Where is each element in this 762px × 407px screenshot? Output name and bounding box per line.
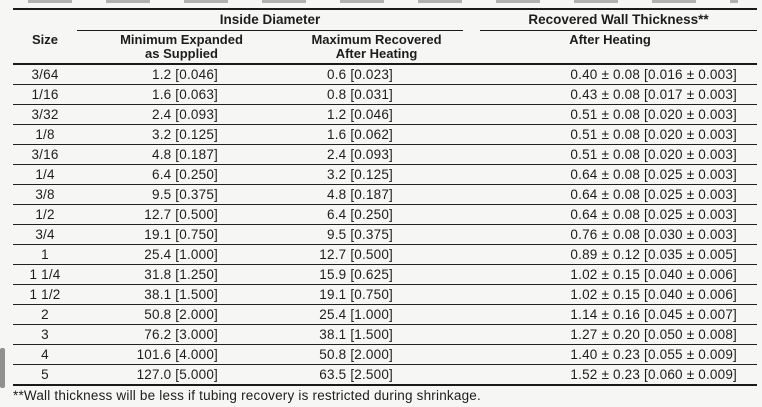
tubing-dimensions-table: Inside Diameter Recovered Wall Thickness… (13, 8, 758, 386)
wall-thickness-cell: 1.52 ± 0.23 [0.060 ± 0.009] (463, 364, 758, 386)
max-recovered-cell: 12.7 [0.500] (270, 244, 464, 265)
min-expanded-cell: 19.1 [0.750] (77, 224, 270, 245)
wall-thickness-cell: 1.02 ± 0.15 [0.040 ± 0.006] (463, 284, 758, 305)
wall-thickness-cell: 1.40 ± 0.23 [0.055 ± 0.009] (463, 344, 758, 365)
table-body: 3/64 1.2 [0.046] 0.6 [0.023] 0.40 ± 0.08… (13, 64, 758, 386)
table-row: 1/8 3.2 [0.125] 1.6 [0.062] 0.51 ± 0.08 … (13, 124, 758, 145)
wall-thickness-footnote: **Wall thickness will be less if tubing … (13, 388, 481, 403)
max-recovered-cell: 9.5 [0.375] (270, 224, 464, 245)
max-recovered-cell: 19.1 [0.750] (270, 284, 464, 305)
table-row: 3/32 2.4 [0.093] 1.2 [0.046] 0.51 ± 0.08… (13, 104, 758, 125)
size-group-spacer (13, 9, 77, 31)
wall-thickness-cell: 0.51 ± 0.08 [0.020 ± 0.003] (463, 124, 758, 145)
wall-thickness-cell: 0.64 ± 0.08 [0.025 ± 0.003] (463, 204, 758, 225)
min-expanded-column-header: Minimum Expanded as Supplied (77, 31, 270, 65)
size-cell: 2 (13, 304, 77, 325)
min-expanded-cell: 9.5 [0.375] (77, 184, 270, 205)
size-cell: 1 1/4 (13, 264, 77, 285)
size-cell: 1/8 (13, 124, 77, 145)
wall-thickness-cell: 0.40 ± 0.08 [0.016 ± 0.003] (463, 64, 758, 85)
size-cell: 5 (13, 364, 77, 386)
column-header-row: Size Minimum Expanded as Supplied Maximu… (13, 31, 758, 65)
max-recovered-cell: 0.8 [0.031] (270, 84, 464, 105)
table-row: 3 76.2 [3.000] 38.1 [1.500] 1.27 ± 0.20 … (13, 324, 758, 345)
table-row: 3/64 1.2 [0.046] 0.6 [0.023] 0.40 ± 0.08… (13, 64, 758, 85)
table-row: 1 1/2 38.1 [1.500] 19.1 [0.750] 1.02 ± 0… (13, 284, 758, 305)
table-row: 1 1/4 31.8 [1.250] 15.9 [0.625] 1.02 ± 0… (13, 264, 758, 285)
size-cell: 3/8 (13, 184, 77, 205)
size-cell: 3 (13, 324, 77, 345)
size-cell: 1/16 (13, 84, 77, 105)
min-expanded-cell: 101.6 [4.000] (77, 344, 270, 365)
max-recovered-cell: 4.8 [0.187] (270, 184, 464, 205)
max-recovered-cell: 15.9 [0.625] (270, 264, 464, 285)
min-expanded-cell: 31.8 [1.250] (77, 264, 270, 285)
wall-thickness-cell: 0.64 ± 0.08 [0.025 ± 0.003] (463, 184, 758, 205)
wall-thickness-cell: 0.89 ± 0.12 [0.035 ± 0.005] (463, 244, 758, 265)
size-cell: 4 (13, 344, 77, 365)
min-expanded-cell: 12.7 [0.500] (77, 204, 270, 225)
max-recovered-cell: 2.4 [0.093] (270, 144, 464, 165)
column-group-row: Inside Diameter Recovered Wall Thickness… (13, 9, 758, 31)
size-cell: 1 (13, 244, 77, 265)
scan-artifact-line (28, 0, 738, 3)
inside-diameter-group-label: Inside Diameter (77, 10, 464, 31)
size-cell: 3/4 (13, 224, 77, 245)
max-recovered-cell: 63.5 [2.500] (270, 364, 464, 386)
size-cell: 1 1/2 (13, 284, 77, 305)
min-expanded-cell: 76.2 [3.000] (77, 324, 270, 345)
scan-artifact-smudge (0, 348, 5, 388)
table-row: 5 127.0 [5.000] 63.5 [2.500] 1.52 ± 0.23… (13, 364, 758, 386)
min-expanded-cell: 1.6 [0.063] (77, 84, 270, 105)
wall-thickness-cell: 0.76 ± 0.08 [0.030 ± 0.003] (463, 224, 758, 245)
max-recovered-cell: 50.8 [2.000] (270, 344, 464, 365)
wall-thickness-cell: 0.51 ± 0.08 [0.020 ± 0.003] (463, 144, 758, 165)
table-row: 1/2 12.7 [0.500] 6.4 [0.250] 0.64 ± 0.08… (13, 204, 758, 225)
table-row: 3/16 4.8 [0.187] 2.4 [0.093] 0.51 ± 0.08… (13, 144, 758, 165)
size-cell: 3/64 (13, 64, 77, 85)
table-row: 4 101.6 [4.000] 50.8 [2.000] 1.40 ± 0.23… (13, 344, 758, 365)
wall-thickness-cell: 0.51 ± 0.08 [0.020 ± 0.003] (463, 104, 758, 125)
wall-thickness-cell: 1.14 ± 0.16 [0.045 ± 0.007] (463, 304, 758, 325)
min-expanded-cell: 6.4 [0.250] (77, 164, 270, 185)
wall-thickness-cell: 0.43 ± 0.08 [0.017 ± 0.003] (463, 84, 758, 105)
wall-thickness-cell: 0.64 ± 0.08 [0.025 ± 0.003] (463, 164, 758, 185)
max-recovered-cell: 1.6 [0.062] (270, 124, 464, 145)
min-expanded-cell: 1.2 [0.046] (77, 64, 270, 85)
size-cell: 3/32 (13, 104, 77, 125)
recovered-wall-thickness-group-header: Recovered Wall Thickness** (463, 9, 758, 31)
recovered-wall-thickness-group-label: Recovered Wall Thickness** (480, 10, 758, 31)
size-cell: 1/2 (13, 204, 77, 225)
wall-thickness-cell: 1.27 ± 0.20 [0.050 ± 0.008] (463, 324, 758, 345)
table-row: 2 50.8 [2.000] 25.4 [1.000] 1.14 ± 0.16 … (13, 304, 758, 325)
max-recovered-cell: 38.1 [1.500] (270, 324, 464, 345)
min-expanded-cell: 4.8 [0.187] (77, 144, 270, 165)
min-expanded-cell: 2.4 [0.093] (77, 104, 270, 125)
max-recovered-column-header: Maximum Recovered After Heating (270, 31, 464, 65)
table-row: 3/4 19.1 [0.750] 9.5 [0.375] 0.76 ± 0.08… (13, 224, 758, 245)
max-recovered-cell: 25.4 [1.000] (270, 304, 464, 325)
size-column-header: Size (13, 31, 77, 65)
max-recovered-cell: 3.2 [0.125] (270, 164, 464, 185)
max-recovered-cell: 6.4 [0.250] (270, 204, 464, 225)
table-row: 1/4 6.4 [0.250] 3.2 [0.125] 0.64 ± 0.08 … (13, 164, 758, 185)
size-cell: 1/4 (13, 164, 77, 185)
min-expanded-cell: 50.8 [2.000] (77, 304, 270, 325)
table-header: Inside Diameter Recovered Wall Thickness… (13, 9, 758, 65)
max-recovered-cell: 1.2 [0.046] (270, 104, 464, 125)
size-cell: 3/16 (13, 144, 77, 165)
min-expanded-cell: 25.4 [1.000] (77, 244, 270, 265)
max-recovered-cell: 0.6 [0.023] (270, 64, 464, 85)
min-expanded-cell: 127.0 [5.000] (77, 364, 270, 386)
table-row: 1/16 1.6 [0.063] 0.8 [0.031] 0.43 ± 0.08… (13, 84, 758, 105)
min-expanded-cell: 38.1 [1.500] (77, 284, 270, 305)
wall-thickness-cell: 1.02 ± 0.15 [0.040 ± 0.006] (463, 264, 758, 285)
min-expanded-cell: 3.2 [0.125] (77, 124, 270, 145)
after-heating-column-header: After Heating (463, 31, 758, 65)
inside-diameter-group-header: Inside Diameter (77, 9, 464, 31)
table-row: 3/8 9.5 [0.375] 4.8 [0.187] 0.64 ± 0.08 … (13, 184, 758, 205)
table-row: 1 25.4 [1.000] 12.7 [0.500] 0.89 ± 0.12 … (13, 244, 758, 265)
